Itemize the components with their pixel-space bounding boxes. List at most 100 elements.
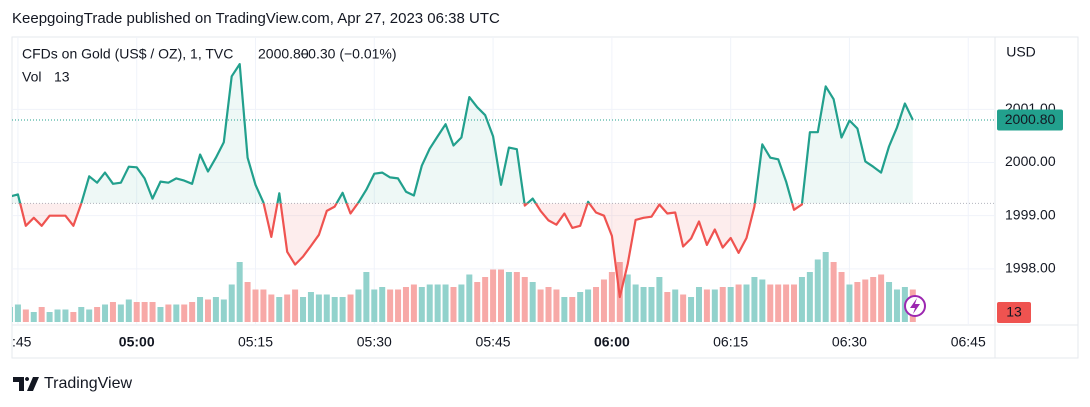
volume-bar bbox=[125, 299, 132, 322]
volume-bar bbox=[632, 284, 639, 322]
x-tick-label: 05:45 bbox=[476, 334, 511, 350]
volume-bar bbox=[363, 272, 370, 322]
volume-bar bbox=[410, 284, 417, 322]
volume-bar bbox=[14, 304, 21, 322]
volume-bar bbox=[553, 289, 560, 322]
volume-bar bbox=[593, 287, 600, 322]
volume-bar bbox=[355, 289, 362, 322]
volume-bar bbox=[70, 312, 77, 322]
volume-bar bbox=[830, 262, 837, 322]
volume-bar bbox=[735, 284, 742, 322]
volume-bar bbox=[22, 309, 29, 322]
volume-bar bbox=[624, 274, 631, 322]
volume-bar bbox=[292, 289, 299, 322]
volume-bar bbox=[387, 289, 394, 322]
volume-bar bbox=[688, 297, 695, 322]
volume-bar bbox=[54, 309, 61, 322]
volume-bar bbox=[189, 302, 196, 322]
volume-bar bbox=[307, 292, 314, 322]
volume-bar bbox=[838, 272, 845, 322]
tradingview-logo bbox=[13, 377, 39, 391]
volume-bar bbox=[862, 279, 869, 322]
volume-bar bbox=[656, 277, 663, 322]
volume-bar bbox=[300, 297, 307, 322]
volume-bar bbox=[751, 277, 758, 322]
volume-bar bbox=[315, 294, 322, 322]
volume-bar bbox=[86, 309, 93, 322]
volume-badge bbox=[997, 302, 1031, 323]
volume-bar bbox=[339, 297, 346, 322]
volume-bar bbox=[569, 297, 576, 322]
chart-frame bbox=[11, 36, 1079, 359]
volume-bar bbox=[561, 297, 568, 322]
area-below bbox=[20, 203, 803, 297]
above-baseline bbox=[12, 62, 914, 204]
volume-name: Vol bbox=[22, 69, 41, 85]
volume-bar bbox=[640, 287, 647, 322]
volume-bar bbox=[529, 282, 536, 322]
y-tick-label: 1999.00 bbox=[1005, 206, 1056, 222]
volume-bar bbox=[703, 289, 710, 322]
volume-bar bbox=[434, 284, 441, 322]
volume-bar bbox=[505, 272, 512, 322]
line-above bbox=[12, 62, 914, 204]
volume-bar bbox=[466, 274, 473, 322]
volume-bar bbox=[62, 309, 69, 322]
volume-bar bbox=[133, 302, 140, 322]
volume-bar bbox=[220, 299, 227, 322]
volume-bar bbox=[886, 282, 893, 322]
volume-bar bbox=[791, 284, 798, 322]
volume-bar bbox=[181, 304, 188, 322]
last-price-badge-label: 2000.80 bbox=[1005, 111, 1056, 127]
volume-bar bbox=[165, 304, 172, 322]
volume-bar bbox=[94, 307, 101, 322]
volume-bar bbox=[157, 307, 164, 322]
volume-bar bbox=[577, 292, 584, 322]
volume-bar bbox=[117, 304, 124, 322]
volume-bar bbox=[418, 287, 425, 322]
price-series bbox=[12, 62, 995, 299]
volume-badge-label: 13 bbox=[1006, 304, 1022, 320]
volume-bars bbox=[12, 252, 916, 322]
volume-bar bbox=[78, 307, 85, 322]
volume-bar bbox=[680, 294, 687, 322]
volume-bar bbox=[608, 272, 615, 322]
volume-bar bbox=[490, 269, 497, 322]
attribution: KeepgoingTrade published on TradingView.… bbox=[12, 10, 500, 27]
volume-bar bbox=[395, 289, 402, 322]
volume-bar bbox=[284, 294, 291, 322]
volume-bar bbox=[727, 287, 734, 322]
volume-bar bbox=[212, 297, 219, 322]
x-tick-label: 06:30 bbox=[832, 334, 867, 350]
volume-bar bbox=[426, 284, 433, 322]
volume-bar bbox=[379, 287, 386, 322]
volume-bar bbox=[798, 277, 805, 322]
volume-bar bbox=[173, 304, 180, 322]
x-tick-label: 06:00 bbox=[594, 334, 630, 350]
volume-bar bbox=[585, 289, 592, 322]
volume-bar bbox=[204, 299, 211, 322]
last-price: 2000.80 bbox=[258, 46, 309, 62]
volume-bar bbox=[371, 289, 378, 322]
volume-bar bbox=[822, 252, 829, 322]
x-tick-label: 06:45 bbox=[951, 334, 986, 350]
volume-bar bbox=[323, 294, 330, 322]
volume-bar bbox=[783, 284, 790, 322]
x-tick-label: 05:00 bbox=[119, 334, 155, 350]
volume-bar bbox=[513, 272, 520, 322]
volume-bar bbox=[759, 279, 766, 322]
volume-icon bbox=[904, 295, 926, 317]
volume-bar bbox=[109, 302, 116, 322]
volume-bar bbox=[719, 287, 726, 322]
volume-bar bbox=[12, 307, 13, 322]
volume-bar bbox=[498, 269, 504, 322]
volume-bar bbox=[252, 289, 259, 322]
last-price-badge bbox=[997, 109, 1063, 131]
volume-bar bbox=[197, 297, 204, 322]
volume-bar bbox=[347, 294, 354, 322]
volume-bar bbox=[664, 292, 671, 322]
volume-bar bbox=[521, 277, 528, 322]
x-tick-label: 06:15 bbox=[713, 334, 748, 350]
volume-bar bbox=[672, 289, 679, 322]
